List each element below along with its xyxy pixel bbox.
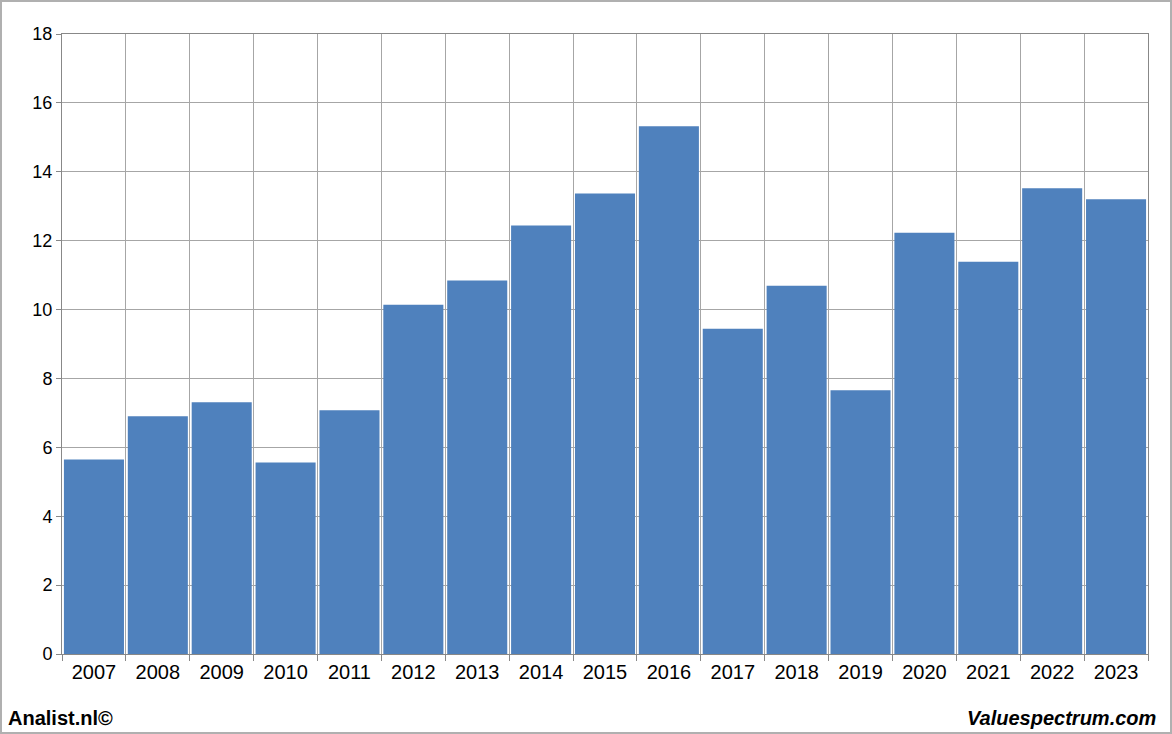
svg-text:6: 6 (42, 438, 52, 458)
svg-text:2014: 2014 (519, 661, 564, 683)
svg-text:2011: 2011 (328, 661, 371, 683)
svg-text:2022: 2022 (1030, 661, 1075, 683)
svg-text:8: 8 (42, 369, 52, 389)
svg-text:2018: 2018 (774, 661, 819, 683)
svg-text:2009: 2009 (199, 661, 244, 683)
svg-text:2020: 2020 (902, 661, 947, 683)
svg-text:2: 2 (42, 575, 52, 595)
svg-text:2015: 2015 (583, 661, 628, 683)
svg-text:2007: 2007 (72, 661, 117, 683)
svg-text:2010: 2010 (263, 661, 308, 683)
svg-text:12: 12 (32, 231, 52, 251)
svg-text:2023: 2023 (1094, 661, 1139, 683)
svg-text:2008: 2008 (136, 661, 181, 683)
svg-text:Valuespectrum.com: Valuespectrum.com (967, 707, 1156, 729)
svg-text:2019: 2019 (838, 661, 883, 683)
svg-text:2016: 2016 (647, 661, 692, 683)
svg-text:Analist.nl©: Analist.nl© (8, 707, 113, 729)
svg-text:2013: 2013 (455, 661, 500, 683)
svg-text:4: 4 (42, 507, 52, 527)
svg-text:2012: 2012 (391, 661, 436, 683)
svg-text:2017: 2017 (711, 661, 756, 683)
svg-text:10: 10 (32, 300, 52, 320)
svg-text:2021: 2021 (966, 661, 1011, 683)
svg-text:18: 18 (32, 24, 52, 44)
svg-text:14: 14 (32, 162, 52, 182)
svg-text:16: 16 (32, 93, 52, 113)
svg-text:0: 0 (42, 644, 52, 664)
